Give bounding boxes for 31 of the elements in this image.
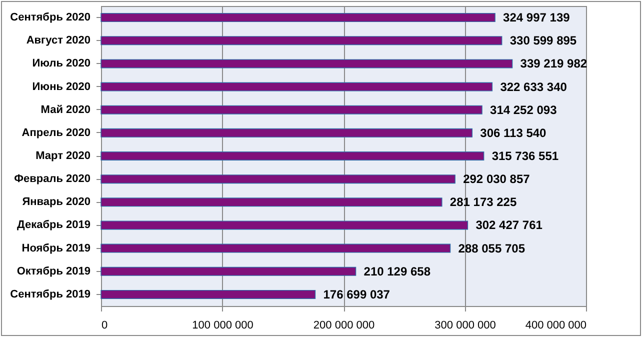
x-tick-label: 100 000 000 bbox=[192, 320, 254, 332]
data-label: 324 997 139 bbox=[503, 10, 570, 25]
data-label: 302 427 761 bbox=[476, 218, 543, 232]
x-tick-label: 0 bbox=[102, 320, 108, 332]
y-tick-label: Сентябрь 2020 bbox=[10, 12, 90, 24]
y-tick-label: Декабрь 2019 bbox=[16, 219, 90, 232]
data-label: 322 633 340 bbox=[500, 80, 568, 94]
data-label: 281 173 225 bbox=[450, 195, 517, 210]
data-label: 292 030 857 bbox=[463, 172, 530, 186]
y-tick-label: Август 2020 bbox=[26, 34, 90, 47]
data-label: 330 599 895 bbox=[510, 34, 577, 48]
data-label: 339 219 982 bbox=[520, 56, 588, 71]
data-label: 315 736 551 bbox=[492, 149, 559, 163]
y-tick-label: Сентябрь 2019 bbox=[10, 288, 90, 300]
y-tick-label: Ноябрь 2019 bbox=[22, 242, 90, 254]
data-label: 306 113 540 bbox=[480, 126, 547, 140]
y-tick-label: Март 2020 bbox=[36, 150, 90, 162]
y-tick-label: Январь 2020 bbox=[22, 196, 90, 208]
y-tick-label: Февраль 2020 bbox=[14, 173, 90, 186]
data-label: 176 699 037 bbox=[323, 287, 390, 302]
x-tick-label: 400 000 000 bbox=[525, 320, 586, 332]
y-tick-label: Октябрь 2019 bbox=[16, 265, 90, 278]
x-tick-label: 200 000 000 bbox=[313, 320, 375, 332]
data-label: 288 055 705 bbox=[458, 241, 526, 256]
y-tick-label: Апрель 2020 bbox=[22, 126, 90, 139]
data-label: 210 129 658 bbox=[364, 264, 431, 278]
y-tick-label: Июнь 2020 bbox=[32, 80, 90, 93]
y-tick-label: Май 2020 bbox=[40, 104, 90, 116]
y-tick-label: Июль 2020 bbox=[32, 58, 90, 70]
data-label: 314 252 093 bbox=[490, 102, 558, 117]
x-tick-label: 300 000 000 bbox=[434, 320, 496, 332]
